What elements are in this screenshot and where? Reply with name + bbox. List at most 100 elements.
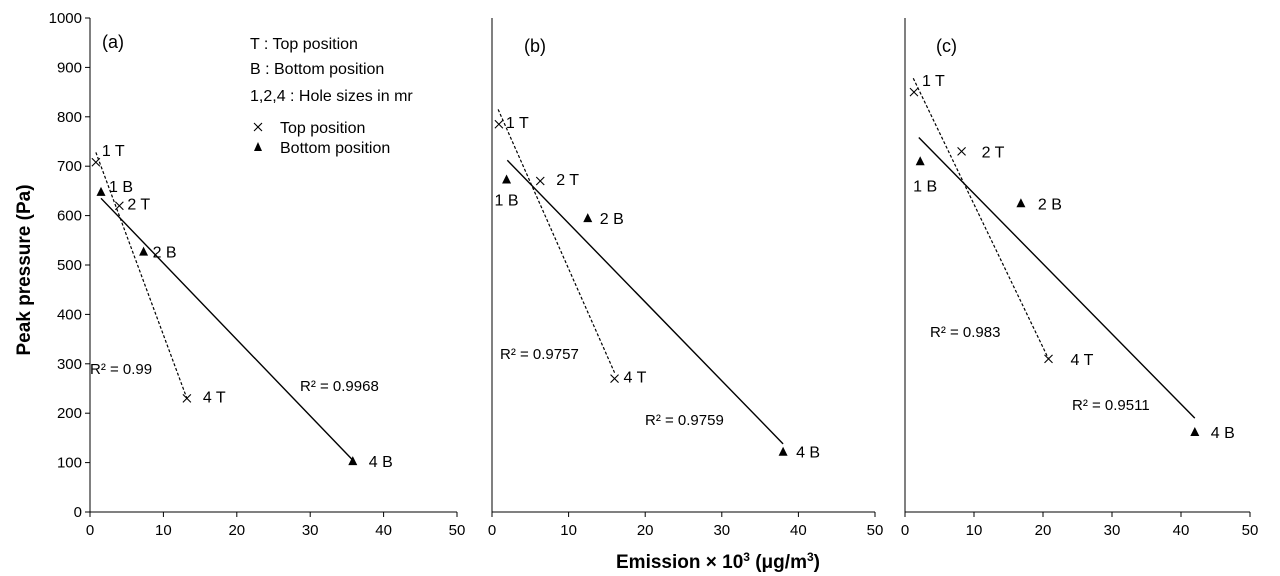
legend: T : Top position B : Bottom position 1,2… — [250, 36, 413, 157]
trendline-bottom — [918, 137, 1196, 419]
point-marker-triangle — [915, 156, 925, 166]
point-label: 4 B — [796, 445, 820, 462]
x-tick-label: 0 — [901, 522, 909, 539]
x-tick-label: 10 — [560, 522, 577, 539]
point-label: 2 T — [556, 172, 579, 189]
r2-label-top: R² = 0.9757 — [500, 346, 579, 363]
point-marker-x — [114, 201, 124, 211]
x-tick-label: 30 — [302, 522, 319, 539]
legend-series-top: Top position — [280, 120, 365, 137]
legend-note-bottom: B : Bottom position — [250, 61, 384, 78]
trendline-bottom — [100, 197, 354, 461]
legend-x-marker-icon — [253, 122, 263, 132]
series-bottom-position: R² = 0.9511 1 B 2 B 4 B — [913, 137, 1235, 442]
point-label: 4 T — [624, 370, 647, 387]
chart-panels: 0 10 20 30 40 5001002003004005006007008009001… — [49, 10, 1259, 539]
panel-1: 0 10 20 30 40 5001002003004005006007008009001… — [49, 10, 466, 539]
x-tick-label: 40 — [1173, 522, 1190, 539]
x-tick-label: 0 — [488, 522, 496, 539]
y-tick-label: 300 — [57, 356, 82, 373]
point-marker-x — [535, 176, 545, 186]
y-tick-label: 800 — [57, 109, 82, 126]
x-tick-label: 30 — [713, 522, 730, 539]
x-tick-label: 50 — [867, 522, 884, 539]
x-tick-label: 10 — [966, 522, 983, 539]
legend-note-hole-sizes: 1,2,4 : Hole sizes in mr — [250, 88, 413, 105]
r2-label-bottom: R² = 0.9511 — [1072, 397, 1150, 414]
point-label: 4 B — [369, 454, 393, 471]
x-tick-label: 10 — [155, 522, 172, 539]
series-bottom-position: R² = 0.9759 1 B 2 B 4 B — [495, 159, 820, 462]
point-label: 1 T — [102, 143, 125, 160]
point-label: 2 T — [982, 144, 1005, 161]
point-label: 2 B — [153, 245, 177, 262]
point-label: 1 B — [109, 179, 133, 196]
y-tick-label: 900 — [57, 59, 82, 76]
r2-label-top: R² = 0.99 — [90, 361, 152, 378]
point-marker-triangle — [778, 446, 788, 456]
legend-note-top: T : Top position — [250, 36, 358, 53]
point-label: 2 B — [1038, 196, 1062, 213]
legend-triangle-marker-icon — [254, 142, 262, 151]
series-top-position: R² = 0.983 1 T 2 T 4 T — [909, 73, 1094, 369]
r2-label-bottom: R² = 0.9968 — [300, 378, 379, 395]
point-marker-x — [957, 146, 966, 156]
point-marker-x — [610, 374, 619, 384]
x-tick-label: 50 — [1242, 522, 1259, 539]
y-tick-label: 700 — [57, 158, 82, 175]
y-tick-label: 600 — [57, 208, 82, 225]
x-axis-title: Emission × 103 (μg/m3) — [616, 550, 820, 573]
y-tick-label: 0 — [74, 504, 82, 521]
x-tick-label: 30 — [1104, 522, 1121, 539]
trendline-top — [912, 78, 1050, 360]
point-marker-x — [1044, 354, 1053, 364]
x-tick-label: 40 — [790, 522, 807, 539]
x-tick-label: 40 — [375, 522, 392, 539]
series-top-position: R² = 0.9757 1 T 2 T 4 T — [494, 109, 647, 387]
series-bottom-position: R² = 0.9968 1 B 2 B 4 B — [96, 179, 393, 471]
point-label: 4 T — [1071, 352, 1094, 369]
x-tick-label: 50 — [449, 522, 466, 539]
x-tick-label: 20 — [637, 522, 654, 539]
point-label: 1 T — [922, 73, 945, 90]
point-label: 4 T — [203, 389, 226, 406]
y-tick-label: 1000 — [49, 10, 82, 27]
panel-label: (a) — [102, 32, 124, 52]
y-tick-label: 100 — [57, 455, 82, 472]
point-label: 2 T — [127, 197, 150, 214]
point-marker-x — [182, 393, 192, 403]
point-label: 2 B — [600, 211, 624, 228]
trendline-top — [497, 109, 616, 373]
point-marker-triangle — [348, 456, 358, 466]
y-tick-label: 500 — [57, 257, 82, 274]
x-tick-label: 20 — [1035, 522, 1052, 539]
point-label: 4 B — [1211, 425, 1235, 442]
point-label: 1 B — [495, 193, 519, 210]
point-label: 1 B — [913, 178, 937, 195]
trendline-top — [95, 152, 188, 399]
point-marker-triangle — [1016, 198, 1026, 208]
point-marker-x — [494, 119, 504, 129]
point-marker-x — [91, 157, 101, 167]
trendline-bottom — [506, 159, 784, 445]
point-marker-triangle — [96, 186, 106, 196]
point-marker-triangle — [502, 174, 512, 184]
panel-label: (b) — [524, 36, 546, 56]
y-axis-title: Peak pressure (Pa) — [14, 184, 35, 355]
point-marker-x — [909, 87, 919, 97]
r2-label-top: R² = 0.983 — [930, 324, 1000, 341]
legend-series-bottom: Bottom position — [280, 140, 390, 157]
y-tick-label: 400 — [57, 306, 82, 323]
point-marker-triangle — [139, 246, 149, 256]
series-top-position: R² = 0.99 1 T 2 T 4 T — [90, 143, 226, 406]
x-tick-label: 0 — [86, 522, 94, 539]
r2-label-bottom: R² = 0.9759 — [645, 412, 724, 429]
y-tick-label: 200 — [57, 405, 82, 422]
point-marker-triangle — [1190, 426, 1200, 436]
point-label: 1 T — [506, 115, 529, 132]
panel-label: (c) — [936, 36, 957, 56]
point-marker-triangle — [583, 213, 593, 223]
x-tick-label: 20 — [228, 522, 245, 539]
